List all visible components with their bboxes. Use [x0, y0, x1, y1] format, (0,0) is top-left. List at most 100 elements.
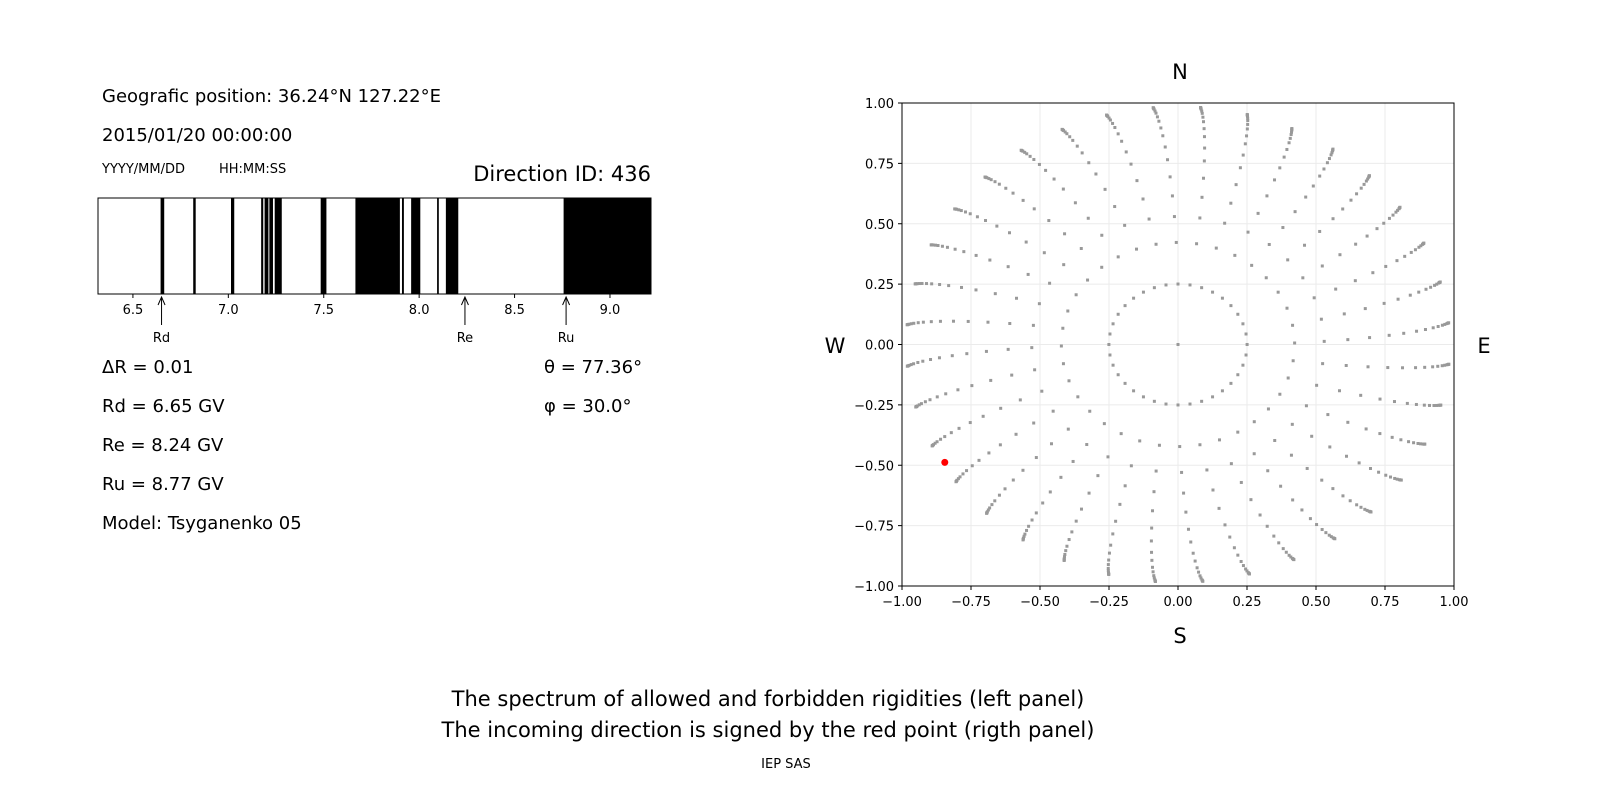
direction-point — [1431, 326, 1435, 330]
direction-point — [1178, 445, 1182, 449]
direction-point — [1067, 379, 1071, 383]
direction-point — [929, 320, 933, 324]
direction-point — [1018, 398, 1022, 402]
rigidity-spectrum: 6.5 7.0 7.5 8.0 8.5 9.0 Rd Re Ru — [97, 197, 652, 346]
forbidden-band — [445, 198, 459, 294]
direction-point — [1011, 478, 1015, 482]
direction-point — [1402, 331, 1406, 335]
direction-point — [1229, 381, 1233, 385]
direction-point — [1396, 208, 1400, 212]
y-tick-label: 0.75 — [865, 157, 894, 172]
direction-point — [1049, 442, 1053, 446]
east-label: E — [1477, 334, 1490, 358]
direction-point — [1378, 432, 1382, 436]
direction-point — [1320, 478, 1324, 482]
direction-point — [933, 441, 937, 445]
direction-point — [943, 435, 947, 439]
direction-point — [1111, 121, 1115, 125]
direction-point — [1217, 438, 1221, 442]
direction-point — [1414, 402, 1418, 406]
direction-point — [968, 212, 972, 216]
direction-point — [1244, 353, 1248, 357]
direction-point — [1229, 201, 1233, 205]
direction-point — [1378, 397, 1382, 401]
direction-point — [954, 480, 958, 484]
spectrum-frame — [97, 197, 652, 295]
direction-point — [1048, 490, 1052, 494]
direction-point — [1359, 186, 1363, 190]
direction-point — [1087, 491, 1091, 495]
direction-point — [975, 215, 979, 219]
direction-point — [1311, 184, 1315, 188]
marker-arrow-head — [157, 295, 166, 306]
direction-point — [1422, 241, 1426, 245]
direction-point — [963, 210, 967, 214]
direction-point — [1423, 328, 1427, 332]
direction-point — [990, 503, 994, 507]
direction-point — [1277, 541, 1281, 545]
direction-point — [1273, 438, 1277, 442]
direction-point — [1151, 570, 1155, 574]
direction-point — [1030, 346, 1034, 350]
direction-point — [930, 282, 934, 286]
direction-point — [1246, 119, 1250, 123]
direction-point — [1189, 540, 1193, 544]
direction-point — [1048, 281, 1052, 285]
direction-point — [935, 440, 939, 444]
direction-point — [1346, 338, 1350, 342]
direction-point — [1200, 286, 1204, 290]
direction-point — [1387, 333, 1391, 337]
direction-point — [1439, 403, 1443, 407]
direction-point — [1447, 321, 1451, 325]
direction-point — [1241, 153, 1245, 157]
direction-point — [995, 224, 999, 228]
direction-point — [1022, 534, 1026, 538]
direction-point — [1066, 309, 1070, 313]
forbidden-band — [193, 198, 196, 294]
direction-point — [1399, 478, 1403, 482]
marker-label-re: Re — [457, 331, 473, 346]
y-tick-label: −1.00 — [854, 580, 894, 595]
direction-point — [1116, 255, 1120, 259]
direction-point — [1107, 572, 1111, 576]
direction-point — [1075, 144, 1079, 148]
direction-point — [1123, 381, 1127, 385]
direction-point — [1289, 453, 1293, 457]
direction-point — [1278, 166, 1282, 170]
direction-point — [1164, 283, 1168, 287]
direction-point — [1051, 409, 1055, 413]
direction-point — [1100, 233, 1104, 237]
direction-point — [970, 384, 974, 388]
direction-point — [1318, 229, 1322, 233]
direction-point — [1199, 576, 1203, 580]
direction-point — [974, 288, 978, 292]
y-tick-label: 0.50 — [865, 218, 894, 233]
direction-point — [1106, 569, 1110, 573]
direction-point — [1417, 245, 1421, 249]
direction-point — [1293, 210, 1297, 214]
direction-point — [1067, 538, 1071, 542]
direction-point — [997, 182, 1001, 186]
rd-value: Rd = 6.65 GV — [102, 396, 225, 417]
direction-point — [1201, 176, 1205, 180]
direction-point — [1031, 323, 1035, 327]
direction-point — [1079, 247, 1083, 251]
direction-point — [1074, 293, 1078, 297]
direction-point — [1118, 502, 1122, 506]
x-tick-label: 1.00 — [1440, 595, 1469, 610]
direction-point — [1217, 506, 1221, 510]
y-tick-label: 1.00 — [865, 97, 894, 112]
direction-point — [1200, 111, 1204, 115]
x-tick-label: 0.00 — [1164, 595, 1193, 610]
forbidden-band — [264, 198, 269, 294]
x-tick-label: −0.50 — [1020, 595, 1060, 610]
direction-point — [1282, 155, 1286, 159]
direction-point — [1028, 154, 1032, 158]
direction-point — [1037, 162, 1041, 166]
direction-point — [1223, 523, 1227, 527]
west-label: W — [825, 334, 846, 358]
direction-point — [939, 437, 943, 441]
direction-point — [1341, 494, 1345, 498]
date-format-label: YYYY/MM/DD — [101, 162, 185, 177]
direction-point — [912, 321, 916, 325]
